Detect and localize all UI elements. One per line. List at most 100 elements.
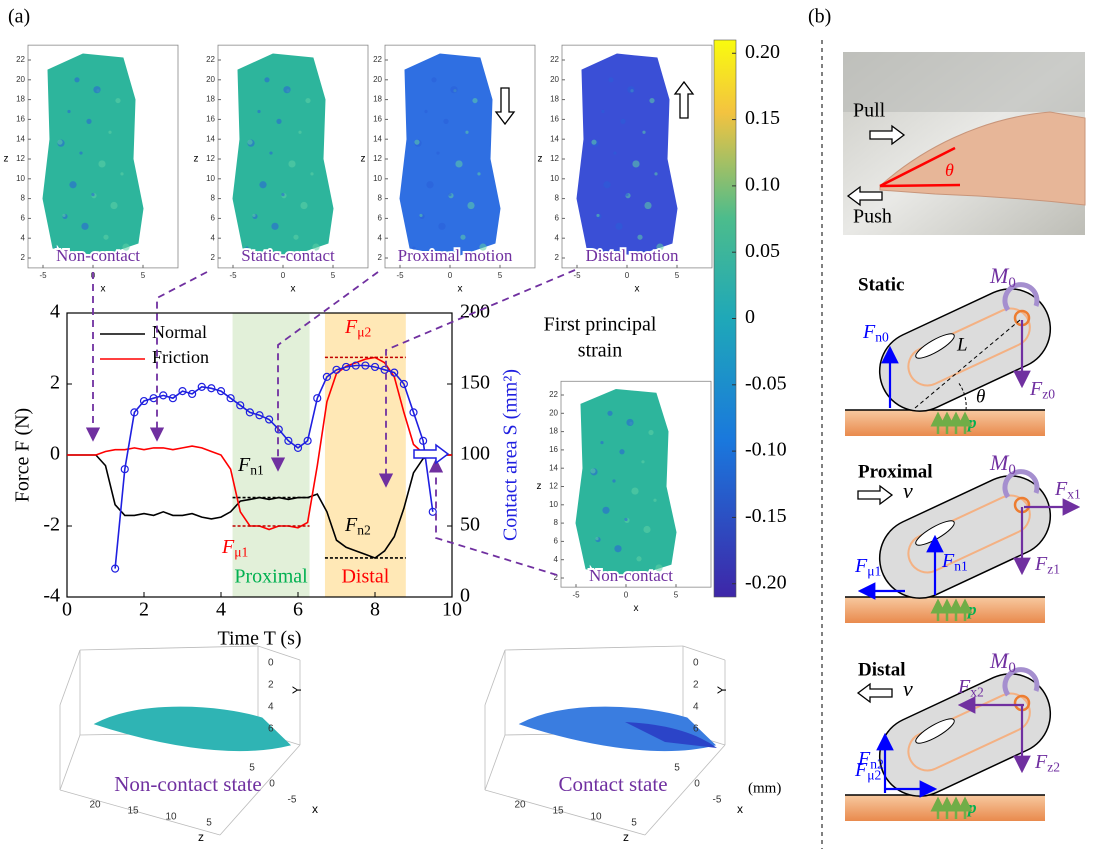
subscript: z0 [1042,387,1055,402]
tick-label: 2 [268,680,274,691]
y2-tick-label: 150 [460,372,490,394]
tick-label: 10 [165,812,177,823]
colorbar-title: First principal [544,314,657,336]
tick-label: 6 [554,537,559,546]
map-label: Proximal motion [398,246,513,265]
strain-speckle [472,97,478,104]
strain-speckle [91,193,95,197]
series-marker [226,394,235,403]
velocity-label: v [903,676,913,701]
tick-label: -5 [288,795,297,806]
tick-label: 6 [268,724,274,735]
strain-speckle [603,181,611,189]
tick-label: 4 [693,702,699,713]
series-marker [284,436,293,445]
surface-block [845,795,1045,821]
tick-label: 4 [554,555,559,564]
strain-speckle [600,440,604,445]
pressure-label: p [966,413,977,432]
series-marker [322,372,331,381]
strain-speckle [641,460,645,464]
tick-label: 5 [631,818,637,829]
tick-label: 6 [555,214,560,223]
photo-label: Pull [853,100,886,122]
subscript: n2 [870,757,884,772]
motion-arrow [494,87,516,126]
subscript: n1 [954,559,968,574]
box-edge [79,645,259,651]
series-marker [159,391,168,400]
tick-label: 4 [555,233,560,242]
tick-label: 2 [211,253,216,262]
symbol: F [854,759,868,781]
tick-label: 12 [206,154,215,163]
map-label: Distal motion [585,246,679,265]
moment-label: M0 [989,450,1016,479]
symbol: F [941,550,955,572]
tick-label: 20 [16,75,25,84]
axis-label: x [291,284,296,295]
tick-label: -5 [229,271,237,280]
series-marker [216,387,226,396]
tick-label: 15 [552,806,564,817]
strain-field [42,53,144,256]
tick-label: 5 [674,763,680,774]
connector [378,269,576,488]
tick-label: 0 [268,658,274,669]
map-label: Static-contact [241,246,335,265]
strain-speckle [619,449,625,455]
motion-arrow [846,185,883,207]
tick-label: 2 [693,680,699,691]
strain-speckle [312,243,320,251]
tick-label: 0 [694,779,700,790]
phase-region [232,313,310,597]
strain-speckle [642,130,646,134]
strain-speckle [247,139,253,145]
tick-label: 16 [16,115,25,124]
motion-arrow [673,80,695,119]
box-edge [484,649,506,706]
legend-label: Normal [152,322,207,342]
strain-speckle [636,556,642,562]
symbol: F [862,321,876,343]
tick-label: 18 [549,427,558,436]
tick-label: 20 [206,75,215,84]
plot-label: Non-contact state [114,772,262,796]
strain-speckle [69,181,77,189]
strain-speckle [55,246,59,250]
motion-arrow [857,484,894,506]
moment-label: M0 [989,263,1016,292]
x-tick-label: 2 [139,599,149,621]
strain-speckle [310,172,314,176]
strain-speckle [298,130,302,134]
y2-tick-label: 50 [460,514,480,536]
series-marker [419,436,428,445]
strain-speckle [450,86,458,94]
subscript: μ1 [234,545,248,560]
axis-label: z [537,481,542,492]
series-marker [255,411,264,420]
box-edge [59,734,81,791]
series-marker [428,507,437,516]
surface [93,706,291,752]
angle-label: θ [976,386,985,407]
tick-label: 12 [550,154,559,163]
force-label: Fn1 [941,550,968,574]
box-edge [59,649,81,706]
series-marker [390,368,399,377]
diagram-title: Distal [858,659,906,680]
connector [428,458,558,576]
tick-label: 22 [206,55,215,64]
annotation: Fμ1 [221,536,248,560]
symbol: F [237,454,251,476]
subscript: 0 [1008,276,1015,292]
series-marker [380,365,389,374]
series-marker [139,396,149,406]
strain-speckle [631,487,639,495]
strain-speckle [245,246,249,250]
moment-arrow [1002,469,1040,499]
